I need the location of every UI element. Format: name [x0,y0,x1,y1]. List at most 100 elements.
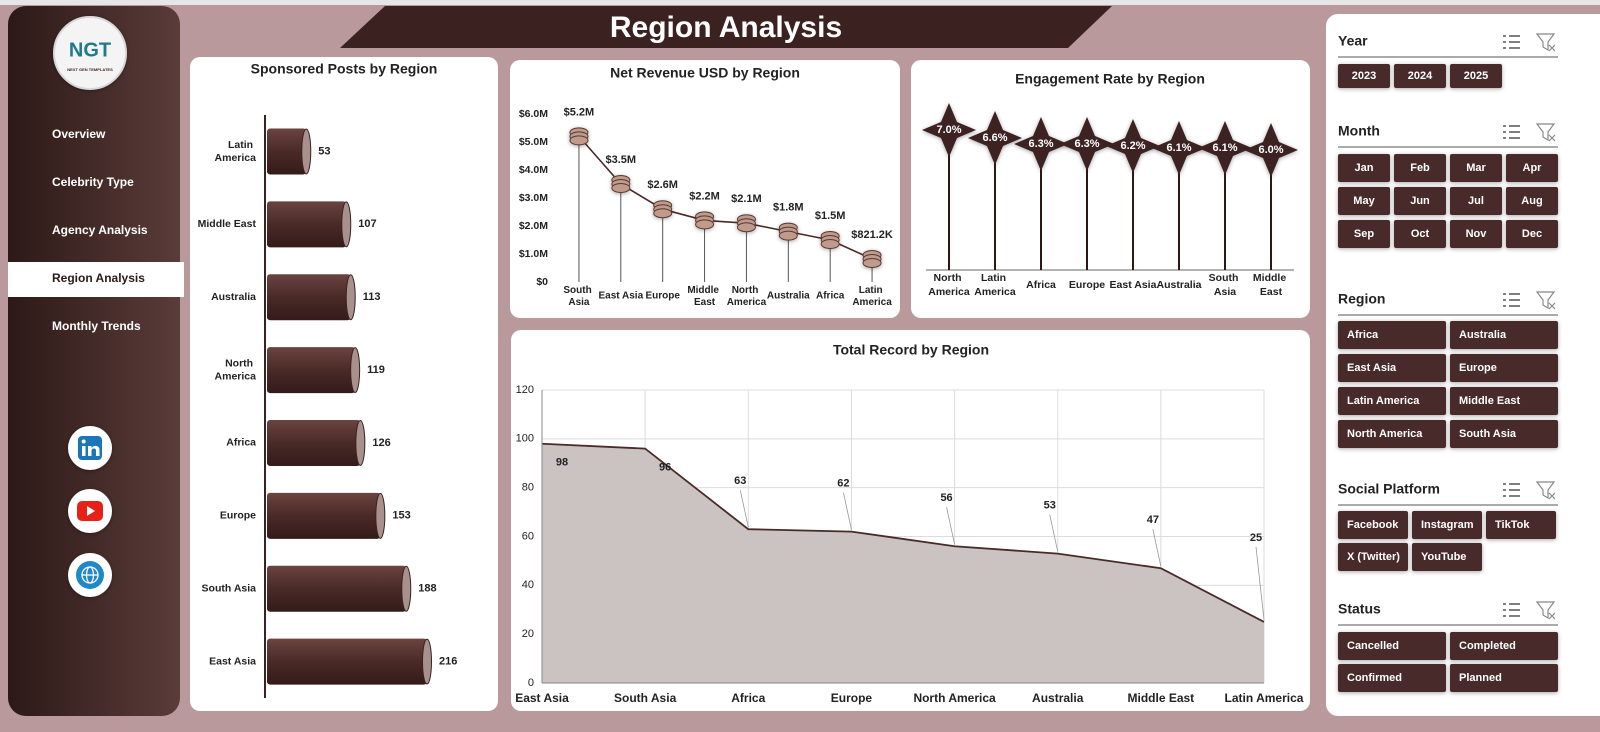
slicer-button[interactable] [1450,220,1502,248]
slicer-button[interactable] [1394,64,1446,88]
chart-title: Net Revenue USD by Region [610,65,800,81]
clear-filter-icon[interactable] [1535,601,1556,620]
slicer-button[interactable] [1412,511,1482,539]
slicer-item[interactable]: Apr [1523,162,1543,174]
slicer-button[interactable] [1450,64,1502,88]
slicer-button[interactable] [1338,387,1446,415]
nav-item[interactable]: Region Analysis [52,271,145,285]
slicer-button[interactable] [1394,220,1446,248]
slicer-button[interactable] [1486,511,1556,539]
slicer-item[interactable]: Completed [1459,640,1516,652]
slicer-item[interactable]: Middle East [1459,395,1520,407]
slicer-item[interactable]: Latin America [1347,395,1420,407]
slicer-item[interactable]: Jul [1468,195,1484,207]
slicer-button[interactable] [1338,511,1408,539]
slicer-item[interactable]: Instagram [1421,519,1474,531]
slicer-button[interactable] [1450,321,1558,349]
slicer-button[interactable] [1338,64,1390,88]
slicer-item[interactable]: 2023 [1352,70,1376,82]
slicer-item[interactable]: 2025 [1464,70,1488,82]
clear-filter-icon[interactable] [1535,481,1556,500]
data-label: 6.3% [1028,138,1053,150]
slicer-item[interactable]: Mar [1466,162,1486,174]
slicer-button[interactable] [1338,354,1446,382]
slicer-item[interactable]: May [1353,195,1375,207]
slicer-button[interactable] [1338,154,1390,182]
nav-active [8,262,184,297]
slicer-button[interactable] [1338,321,1446,349]
star-marker [1014,117,1068,171]
bar [267,128,307,175]
data-label: 6.0% [1258,144,1283,156]
slicer-item[interactable]: East Asia [1347,362,1397,374]
slicer-item[interactable]: Dec [1522,228,1542,240]
slicer-item[interactable]: Facebook [1347,519,1399,531]
slicer-item[interactable]: Sep [1354,228,1374,240]
slicer-button[interactable] [1450,187,1502,215]
slicer-button[interactable] [1450,664,1558,692]
star-marker [1152,121,1206,175]
slicer-button[interactable] [1450,387,1558,415]
multi-select-icon[interactable] [1503,125,1520,139]
data-label: 6.1% [1166,142,1191,154]
slicer-button[interactable] [1338,664,1446,692]
slicer-item[interactable]: Feb [1410,162,1430,174]
slicer-button[interactable] [1338,632,1446,660]
y-tick-label: 60 [522,530,534,542]
linkedin-glyph [88,445,100,456]
slicer-item[interactable]: Cancelled [1347,640,1399,652]
nav-item[interactable]: Monthly Trends [52,319,141,333]
label-line: America [727,297,767,308]
slicer-item[interactable]: Confirmed [1347,672,1402,684]
slicer-item[interactable]: X (Twitter) [1347,551,1400,563]
multi-select-icon[interactable] [1503,483,1520,497]
data-label: $2.6M [647,179,678,191]
slicer-button[interactable] [1450,420,1558,448]
slicer-item[interactable]: Jun [1410,195,1430,207]
slicer-button[interactable] [1412,543,1482,571]
slicer-button[interactable] [1450,154,1502,182]
slicer-button[interactable] [1394,187,1446,215]
data-label: 53 [1044,499,1056,511]
category-label: Africa [226,437,256,449]
clear-filter-icon[interactable] [1535,291,1556,310]
slicer-item[interactable]: North America [1347,428,1423,440]
nav-item[interactable]: Celebrity Type [52,175,134,189]
slicer-button[interactable] [1338,187,1390,215]
slicer-button[interactable] [1450,354,1558,382]
slicer-item[interactable]: Planned [1459,672,1502,684]
slicer-button[interactable] [1506,187,1558,215]
slicer-button[interactable] [1450,632,1558,660]
slicer-button[interactable] [1506,220,1558,248]
slicer-item[interactable]: Europe [1459,362,1497,374]
multi-select-icon[interactable] [1503,603,1520,617]
marker [653,200,673,219]
category-label: North America [913,691,996,705]
clear-filter-icon[interactable] [1535,123,1556,142]
nav-item[interactable]: Agency Analysis [52,223,148,237]
slicer-item[interactable]: South Asia [1459,428,1517,440]
slicer-item[interactable]: 2024 [1408,70,1433,82]
label-line: Latin [981,272,1009,284]
slicer-item[interactable]: Aug [1521,195,1542,207]
nav-item[interactable]: Overview [52,127,106,141]
leader-line [1152,529,1162,567]
slicer-item[interactable]: Australia [1459,329,1507,341]
slicer-button[interactable] [1394,154,1446,182]
slicer-item[interactable]: Oct [1411,228,1430,240]
slicer-button[interactable] [1338,420,1446,448]
slicer-button[interactable] [1338,543,1408,571]
label-line: America [928,286,970,298]
slicer-button[interactable] [1338,220,1390,248]
data-label: $2.1M [731,193,762,205]
slicer-item[interactable]: TikTok [1495,519,1530,531]
slicer-title: Month [1338,123,1380,139]
slicer-button[interactable] [1506,154,1558,182]
slicer-item[interactable]: Nov [1466,228,1488,240]
slicer-item[interactable]: Jan [1355,162,1374,174]
slicer-item[interactable]: YouTube [1421,551,1466,563]
multi-select-icon[interactable] [1503,293,1520,307]
slicer-item[interactable]: Africa [1347,329,1379,341]
clear-filter-icon[interactable] [1535,33,1556,52]
multi-select-icon[interactable] [1503,35,1520,49]
